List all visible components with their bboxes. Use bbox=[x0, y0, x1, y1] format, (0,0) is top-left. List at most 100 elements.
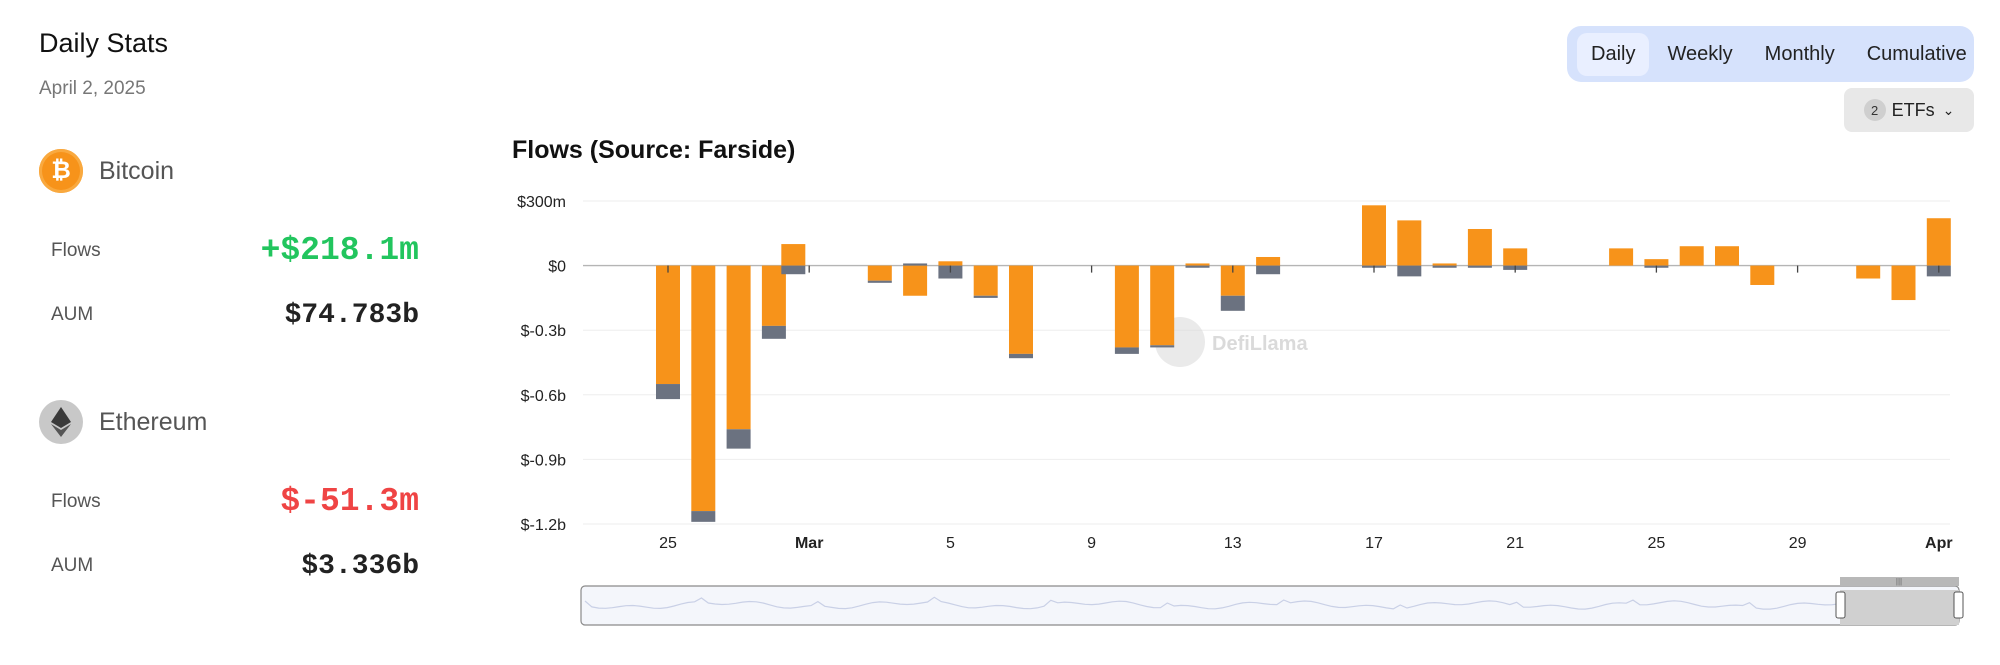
bar-bitcoin bbox=[1256, 256, 1281, 266]
bar-bitcoin bbox=[1114, 265, 1139, 348]
bar-ethereum bbox=[1220, 295, 1245, 311]
bar-bitcoin bbox=[1891, 265, 1916, 301]
overview-line bbox=[584, 596, 1955, 610]
bar-bitcoin bbox=[1467, 228, 1492, 266]
bar-bitcoin bbox=[1609, 248, 1634, 266]
bar-bitcoin bbox=[903, 265, 928, 296]
bar-bitcoin bbox=[1750, 265, 1775, 285]
x-tick-label: 9 bbox=[1087, 535, 1096, 552]
bar-ethereum bbox=[1397, 265, 1422, 277]
aum-row: AUM $3.336b bbox=[39, 545, 419, 585]
bar-ethereum bbox=[1150, 345, 1175, 348]
bar-bitcoin bbox=[1503, 248, 1528, 266]
zoom-window[interactable] bbox=[1840, 590, 1959, 625]
aum-value: $74.783b bbox=[284, 300, 419, 331]
bar-ethereum bbox=[726, 429, 751, 449]
bar-bitcoin bbox=[938, 261, 963, 266]
bar-bitcoin bbox=[1397, 220, 1422, 266]
zoom-slider: ||| bbox=[580, 577, 1964, 626]
x-tick-label: 13 bbox=[1224, 535, 1242, 552]
y-axis-labels: $300m $0 $-0.3b $-0.6b $-0.9b $-1.2b bbox=[517, 194, 566, 534]
y-tick-label: $-1.2b bbox=[521, 517, 566, 534]
flows-label: Flows bbox=[51, 491, 101, 512]
etf-count-badge: 2 bbox=[1863, 99, 1886, 121]
y-tick-label: $300m bbox=[517, 194, 566, 211]
bar-ethereum bbox=[903, 263, 928, 266]
x-tick-label: 25 bbox=[659, 535, 677, 552]
asset-header: Ethereum bbox=[39, 399, 207, 445]
bar-ethereum bbox=[1185, 265, 1210, 268]
bar-ethereum bbox=[1432, 265, 1457, 268]
etf-label: ETFs bbox=[1891, 99, 1935, 120]
bar-ethereum bbox=[1256, 265, 1281, 275]
bar-bitcoin bbox=[1185, 263, 1210, 266]
flows-value: $-51.3m bbox=[280, 483, 419, 520]
zoom-left-handle[interactable] bbox=[1835, 591, 1846, 619]
bar-bitcoin bbox=[1362, 205, 1386, 266]
bar-bitcoin bbox=[1856, 265, 1881, 279]
chevron-down-icon: ⌄ bbox=[1942, 101, 1955, 118]
bar-bitcoin bbox=[1644, 259, 1669, 266]
bitcoin-icon: ₿ bbox=[39, 149, 83, 193]
bar-bitcoin bbox=[781, 244, 806, 266]
bar-ethereum bbox=[1114, 347, 1139, 354]
tab-weekly[interactable]: Weekly bbox=[1667, 42, 1733, 65]
stats-date: April 2, 2025 bbox=[39, 78, 146, 99]
y-tick-label: $-0.9b bbox=[521, 452, 566, 469]
bar-bitcoin bbox=[656, 265, 680, 385]
zoom-window-top-bar[interactable] bbox=[1840, 577, 1959, 586]
bar-bitcoin bbox=[867, 265, 892, 281]
bar-ethereum bbox=[781, 265, 806, 275]
y-tick-label: $0 bbox=[548, 259, 566, 276]
x-tick-label: 21 bbox=[1506, 535, 1524, 552]
bar-bitcoin bbox=[726, 265, 751, 430]
bar-bitcoin bbox=[1715, 246, 1739, 266]
bar-ethereum bbox=[1009, 353, 1033, 359]
daily-stats-panel: Daily Stats April 2, 2025 ₿ Bitcoin Flow… bbox=[0, 0, 470, 665]
watermark: DefiLlama bbox=[1155, 317, 1308, 367]
zoom-right-handle[interactable] bbox=[1953, 591, 1964, 619]
aum-row: AUM $74.783b bbox=[39, 294, 419, 334]
bar-bitcoin bbox=[691, 265, 716, 512]
tab-cumulative[interactable]: Cumulative bbox=[1866, 42, 1967, 65]
flows-row: Flows +$218.1m bbox=[39, 230, 419, 270]
y-tick-label: $-0.6b bbox=[521, 388, 566, 405]
bar-bitcoin bbox=[761, 265, 786, 326]
bar-ethereum bbox=[761, 325, 786, 339]
panel-title: Daily Stats bbox=[39, 28, 169, 58]
flows-value: +$218.1m bbox=[260, 232, 419, 269]
x-tick-label: Mar bbox=[795, 535, 823, 552]
tab-monthly[interactable]: Monthly bbox=[1764, 42, 1835, 65]
flows-label: Flows bbox=[51, 240, 101, 261]
asset-name: Bitcoin bbox=[99, 156, 175, 185]
etf-selector-button[interactable]: 2 ETFs ⌄ bbox=[1844, 88, 1974, 132]
bar-ethereum bbox=[656, 384, 680, 400]
asset-name: Ethereum bbox=[99, 407, 208, 436]
bar-bitcoin bbox=[973, 265, 998, 296]
bar-ethereum bbox=[973, 295, 998, 298]
x-tick-label: 25 bbox=[1648, 535, 1666, 552]
bar-bitcoin bbox=[1009, 265, 1033, 354]
period-selector: Daily Weekly Monthly Cumulative bbox=[1567, 26, 1974, 82]
asset-header: ₿ Bitcoin bbox=[39, 148, 174, 194]
aum-label: AUM bbox=[51, 304, 94, 325]
x-tick-label: Apr bbox=[1925, 535, 1953, 552]
x-tick-label: 5 bbox=[946, 535, 955, 552]
bar-bitcoin bbox=[1679, 246, 1704, 266]
ethereum-icon bbox=[39, 400, 83, 444]
chart-title: Flows (Source: Farside) bbox=[512, 136, 796, 164]
tab-daily[interactable]: Daily bbox=[1577, 32, 1650, 76]
bar-ethereum bbox=[691, 511, 716, 522]
bar-bitcoin bbox=[1432, 263, 1457, 266]
flows-row: Flows $-51.3m bbox=[39, 481, 419, 521]
grip-icon: ||| bbox=[1896, 577, 1902, 586]
y-tick-label: $-0.3b bbox=[521, 323, 566, 340]
aum-value: $3.336b bbox=[301, 551, 419, 582]
bar-ethereum bbox=[1467, 265, 1492, 268]
x-axis: 25 Mar 5 9 13 17 21 25 29 Apr bbox=[659, 265, 1953, 552]
bar-ethereum bbox=[867, 280, 892, 283]
bars bbox=[656, 205, 1951, 522]
bar-bitcoin bbox=[1150, 265, 1175, 346]
x-tick-label: 29 bbox=[1789, 535, 1807, 552]
